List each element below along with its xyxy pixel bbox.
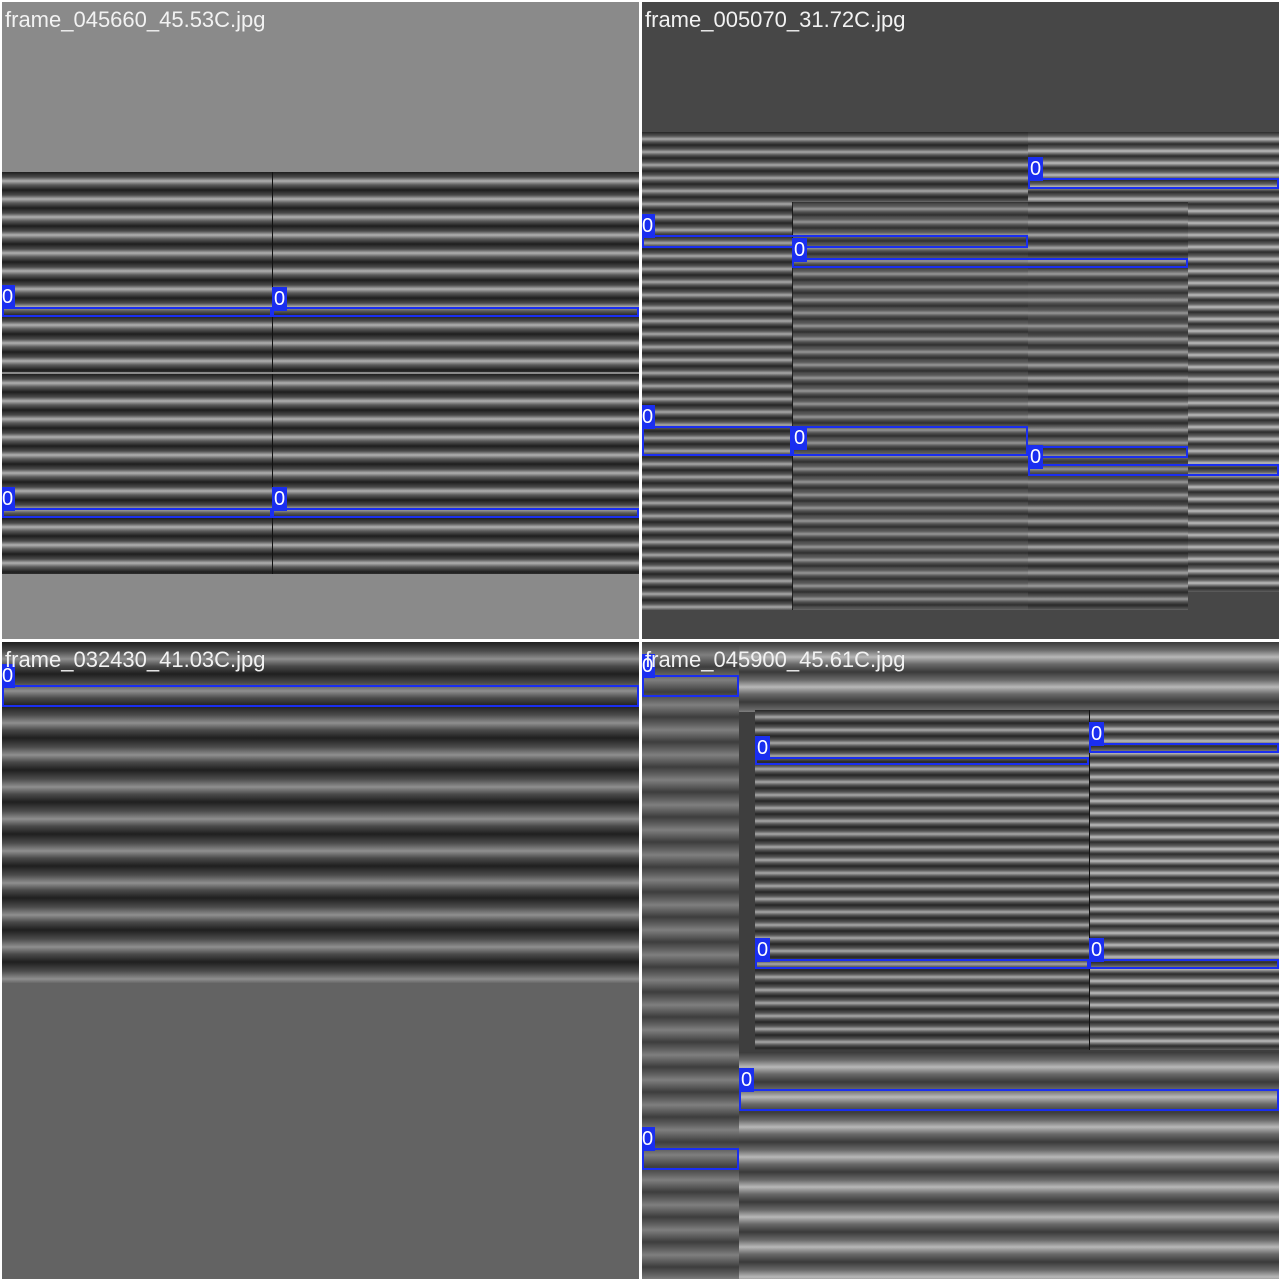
- detection-label: 0: [642, 654, 656, 678]
- detection-label: 0: [272, 487, 288, 511]
- fringe-image-patch: [1089, 710, 1279, 1050]
- mosaic-divider-horizontal: [0, 639, 1280, 642]
- fringe-image-patch: [2, 642, 639, 984]
- frame-filename: frame_005070_31.72C.jpg: [645, 7, 906, 32]
- detection-box: [2, 307, 272, 317]
- detection-box: [2, 685, 639, 707]
- frame-filename: frame_045900_45.61C.jpg: [645, 647, 906, 672]
- detection-label: 0: [2, 285, 16, 309]
- frame-filename: frame_032430_41.03C.jpg: [5, 647, 266, 672]
- detection-label: 0: [792, 238, 808, 262]
- detection-box: [1028, 446, 1188, 458]
- mosaic-tile-4: 0 0 0 0 0 0 0 frame_045900_45.61C.jpg: [642, 642, 1279, 1279]
- fringe-image-patch: [272, 374, 639, 574]
- fringe-image-patch: [792, 202, 1188, 610]
- detection-box: [755, 757, 1089, 765]
- mosaic-tile-2: 0 0 0 0 0 0 frame_005070_31.72C.jpg: [642, 2, 1279, 639]
- detection-label: 0: [755, 736, 771, 760]
- fringe-image-patch: [272, 172, 639, 372]
- frame-filename: frame_045660_45.53C.jpg: [5, 7, 266, 32]
- detection-box: [642, 1148, 739, 1170]
- detection-label: 0: [642, 214, 656, 238]
- mosaic-tile-1: 0 0 0 0 frame_045660_45.53C.jpg: [2, 2, 639, 639]
- fringe-image-patch: [739, 642, 1279, 712]
- detection-label: 0: [1089, 938, 1105, 962]
- fringe-image-patch: [755, 710, 1089, 1050]
- detection-label: 0: [755, 938, 771, 962]
- detection-box: [1028, 464, 1279, 476]
- detection-label: 0: [739, 1068, 755, 1092]
- detection-box: [2, 508, 272, 518]
- detection-box: [792, 426, 1028, 456]
- detection-label: 0: [1028, 157, 1044, 181]
- detection-label: 0: [2, 664, 16, 688]
- detection-box: [739, 1089, 1279, 1111]
- detection-box: [792, 258, 1188, 268]
- detection-box: [1028, 178, 1279, 189]
- detection-label: 0: [1089, 722, 1105, 746]
- detection-box: [272, 508, 639, 518]
- fringe-image-patch: [2, 172, 272, 372]
- fringe-image-patch: [642, 642, 739, 1279]
- fringe-image-patch: [2, 374, 272, 574]
- detection-box: [1089, 743, 1279, 753]
- mosaic-tile-3: 0 frame_032430_41.03C.jpg: [2, 642, 639, 1279]
- detection-label: 0: [2, 487, 16, 511]
- detection-box: [272, 307, 639, 317]
- detection-box: [642, 675, 739, 697]
- detection-label: 0: [1028, 445, 1044, 469]
- detection-box: [1089, 959, 1279, 969]
- detection-box: [642, 235, 1028, 248]
- detection-label: 0: [642, 405, 656, 429]
- detection-box: [755, 959, 1089, 969]
- detection-label: 0: [792, 426, 808, 450]
- detection-box: [642, 426, 792, 456]
- detection-label: 0: [272, 287, 288, 311]
- fringe-image-patch: [739, 1052, 1279, 1279]
- detection-label: 0: [642, 1127, 656, 1151]
